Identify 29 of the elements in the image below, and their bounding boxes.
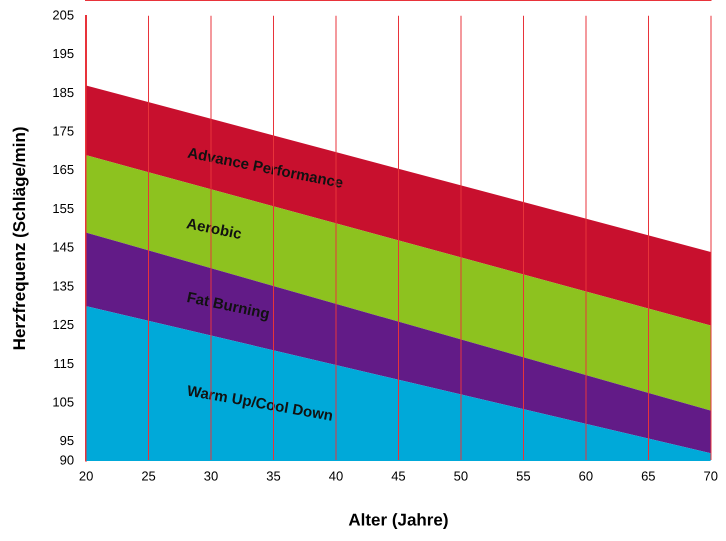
y-tick-label: 175 [52,124,74,139]
x-axis-title: Alter (Jahre) [348,510,448,530]
y-tick-label: 115 [53,356,74,371]
x-tick-label: 70 [704,468,718,484]
series-label: Fat Burning [185,288,272,324]
x-tick-label: 65 [641,468,656,484]
x-tick-label: 30 [204,468,218,484]
y-tick-label: 105 [52,394,74,410]
y-tick-label: 90 [60,452,74,468]
series-label: Warm Up/Cool Down [186,382,334,425]
y-tick-label: 135 [52,278,74,294]
y-tick-label: 95 [60,433,74,448]
series-label: Aerobic [184,215,244,244]
x-tick-label: 40 [328,468,344,484]
x-tick-label: 35 [266,468,281,484]
x-tick-label: 25 [141,468,156,484]
y-tick-label: 205 [52,7,74,22]
x-tick-label: 45 [391,468,406,484]
y-tick-label: 155 [52,200,74,216]
y-tick-label: 165 [52,162,74,178]
x-tick-label: 55 [516,468,531,484]
x-tick-label: 20 [78,468,94,484]
y-tick-label: 195 [52,46,74,62]
y-tick-label: 145 [52,240,74,255]
y-axis-title: Herzfrequenz (Schläge/min) [10,126,29,350]
y-tick-label: 125 [52,317,74,332]
x-tick-label: 50 [454,468,468,484]
y-tick-label: 185 [52,84,74,100]
x-tick-label: 60 [578,468,594,484]
